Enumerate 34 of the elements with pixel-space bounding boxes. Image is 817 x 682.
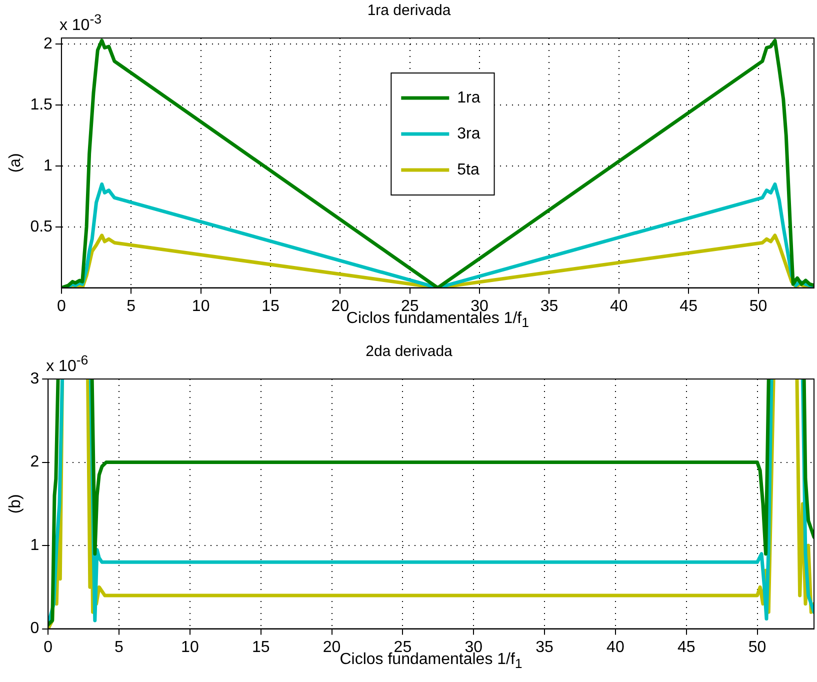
x-tick-label: 5	[126, 298, 136, 315]
chart-title: 2da derivada	[366, 343, 454, 360]
x-tick-label: 0	[56, 298, 66, 315]
x-tick-label: 15	[252, 638, 270, 656]
y-tick-label: 0.5	[30, 218, 53, 236]
x-tick-label: 45	[680, 298, 698, 315]
y-tick-label: 2	[30, 454, 40, 471]
y-tick-label: 3	[30, 370, 40, 388]
x-tick-label: 25	[394, 638, 412, 656]
y-tick-label: 1.5	[30, 96, 53, 114]
legend-label: 5ta	[457, 161, 480, 178]
x-tick-label: 35	[536, 638, 554, 656]
y-tick-label: 1	[30, 536, 40, 554]
y-tick-label: 1	[44, 157, 53, 174]
y-tick-label: 0	[30, 620, 40, 638]
x-tick-label: 50	[749, 298, 768, 315]
x-tick-label: 5	[114, 638, 124, 656]
chart-title: 1ra derivada	[367, 2, 452, 20]
legend-label: 3ra	[457, 125, 480, 142]
y-axis-title: (b)	[7, 494, 24, 514]
x-tick-label: 50	[748, 638, 766, 656]
x-tick-label: 15	[262, 298, 280, 315]
text: x 10$^{-6}$	[46, 353, 88, 376]
x-tick-label: 20	[322, 638, 341, 656]
y-axis-title: (a)	[7, 153, 24, 173]
y-tick-label: 2	[44, 36, 53, 52]
x-tick-label: 45	[677, 638, 696, 656]
x-tick-label: 40	[610, 298, 628, 315]
text: x 10$^{-3}$	[59, 12, 102, 34]
x-tick-label: 10	[181, 638, 199, 656]
x-tick-label: 35	[540, 298, 558, 315]
x-tick-label: 10	[192, 298, 210, 315]
x-tick-label: 40	[606, 638, 624, 656]
legend-label: 1ra	[457, 89, 480, 106]
